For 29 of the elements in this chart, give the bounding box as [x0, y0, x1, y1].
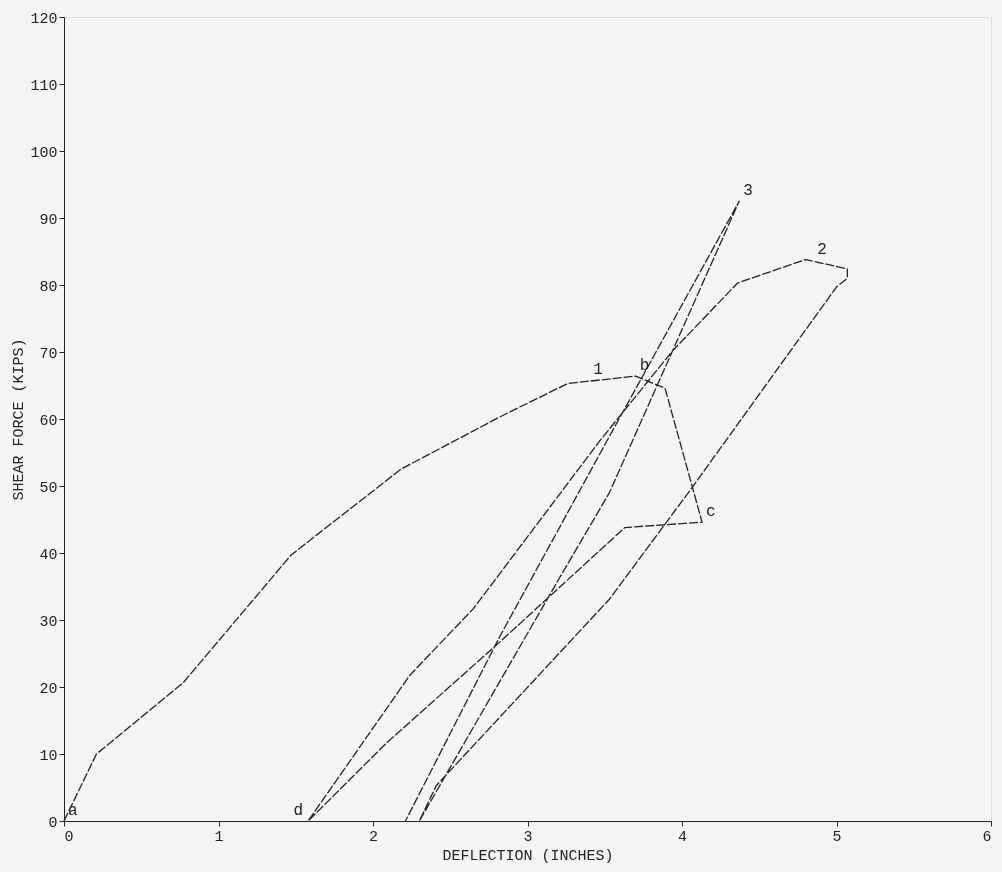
y-tick-label: 100 — [30, 144, 58, 162]
y-tick-label: 60 — [39, 412, 58, 430]
annotation: 3 — [743, 182, 753, 201]
y-tick-label: 30 — [39, 613, 58, 631]
y-tick-label: 40 — [39, 546, 58, 564]
annotation: 1 — [593, 361, 603, 380]
y-axis-title: SHEAR FORCE (KIPS) — [11, 338, 29, 501]
x-tick-label: 4 — [677, 828, 688, 846]
y-tick-label: 50 — [39, 479, 58, 497]
y-tick-label: 10 — [39, 747, 58, 765]
y-tick-label: 120 — [30, 10, 58, 28]
y-tick-label: 0 — [48, 814, 58, 832]
y-tick-label: 20 — [39, 680, 58, 698]
annotation: 2 — [817, 240, 827, 259]
x-axis-title: DEFLECTION (INCHES) — [442, 847, 614, 865]
x-tick-label: 2 — [368, 828, 379, 846]
x-tick-label: 6 — [982, 828, 992, 846]
x-tick-label: 5 — [832, 828, 842, 846]
annotation: b — [639, 357, 650, 376]
y-tick-label: 110 — [30, 77, 58, 95]
y-tick-label: 80 — [39, 278, 58, 296]
annotation: c — [706, 503, 716, 522]
y-tick-label: 70 — [39, 345, 58, 363]
y-tick-label: 90 — [39, 211, 58, 229]
annotation: a — [68, 802, 78, 820]
annotation: d — [293, 802, 304, 820]
x-tick-label: 1 — [214, 828, 224, 846]
x-tick-label: 0 — [64, 828, 74, 846]
x-tick-label: 3 — [523, 828, 533, 846]
